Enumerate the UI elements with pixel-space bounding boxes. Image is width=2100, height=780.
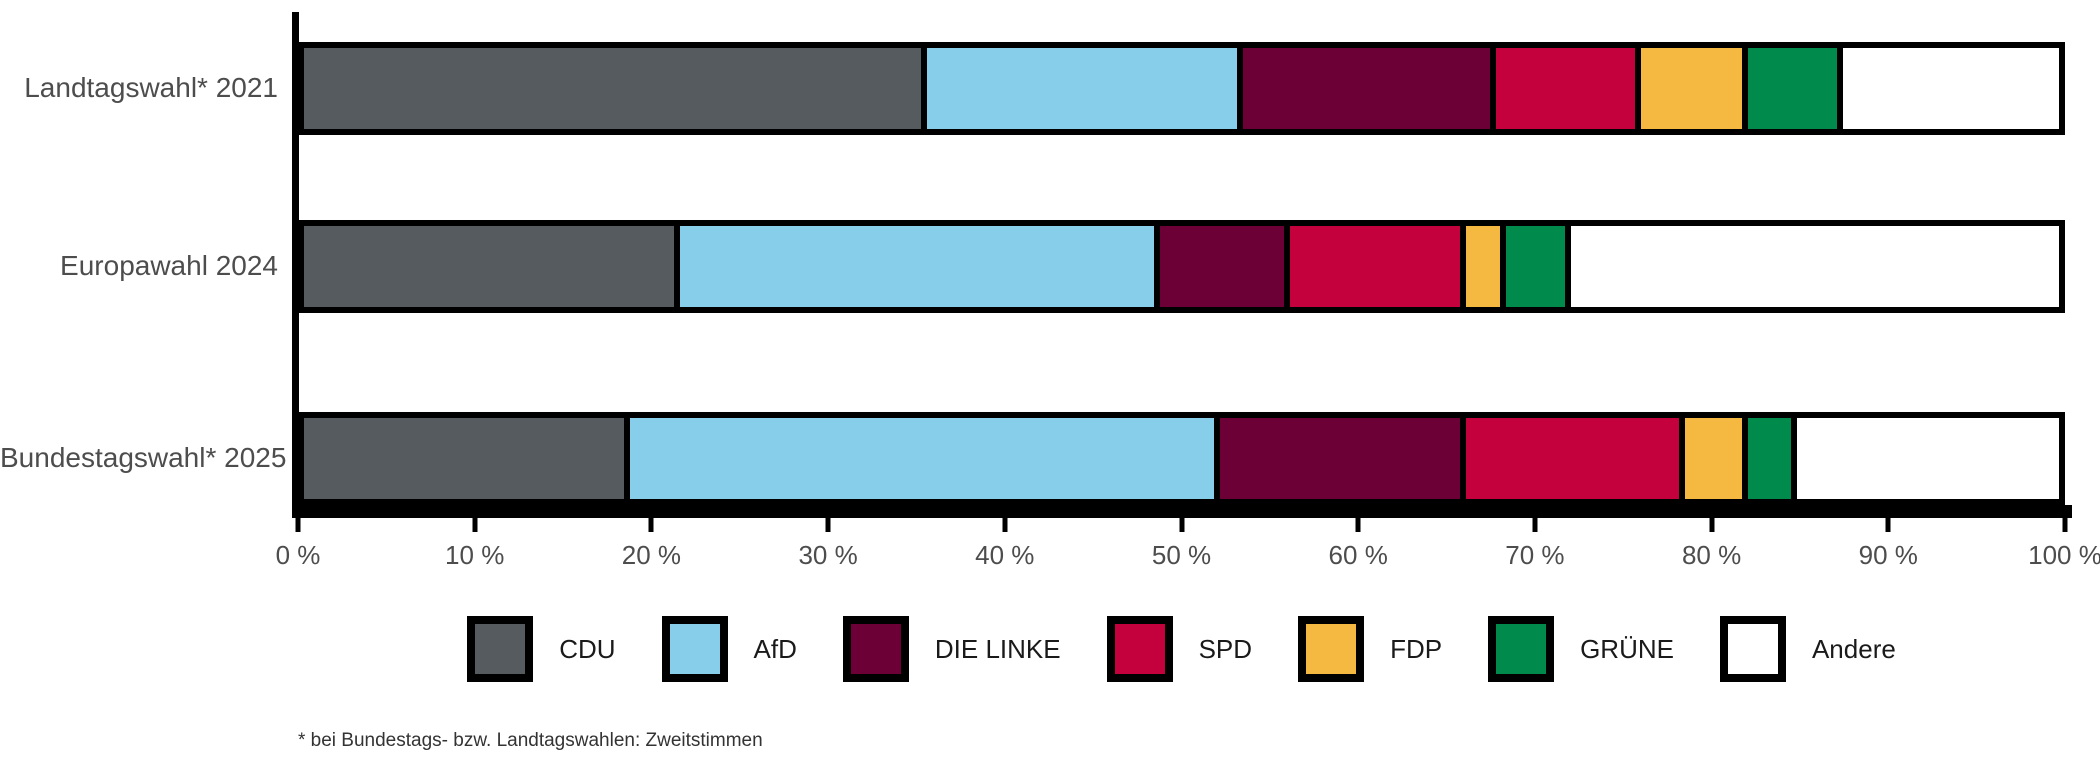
x-axis-line bbox=[292, 505, 2072, 518]
legend-swatch-grune bbox=[1488, 616, 1555, 682]
legend-item-die-linke: DIE LINKE bbox=[842, 616, 1061, 682]
category-label-europawahl-2024: Europawahl 2024 bbox=[60, 250, 278, 281]
legend-swatch-fdp bbox=[1298, 616, 1365, 682]
bar-segment-cdu bbox=[304, 418, 631, 499]
bar-segment-die-linke bbox=[1160, 226, 1291, 307]
bar-segment-grune bbox=[1506, 226, 1572, 307]
x-tick-label-100: 100 % bbox=[2028, 540, 2100, 570]
x-tick-label-20: 20 % bbox=[621, 540, 682, 570]
bar-segment-grune bbox=[1748, 418, 1798, 499]
bar-segment-grune bbox=[1748, 48, 1844, 129]
x-tick-10 bbox=[472, 518, 478, 532]
bar-segment-fdp bbox=[1641, 48, 1749, 129]
legend-label-grune: GRÜNE bbox=[1580, 633, 1674, 664]
x-tick-label-90: 90 % bbox=[1858, 540, 1918, 570]
bar-segment-fdp bbox=[1465, 226, 1507, 307]
legend-item-grune: GRÜNE bbox=[1488, 616, 1674, 682]
footnote: * bei Bundestags- bzw. Landtagswahlen: Z… bbox=[298, 730, 763, 751]
legend-item-fdp: FDP bbox=[1298, 616, 1442, 682]
legend-item-andere: Andere bbox=[1719, 616, 1896, 682]
x-tick-90 bbox=[1885, 518, 1891, 532]
bar-segment-afd bbox=[679, 226, 1161, 307]
legend-label-andere: Andere bbox=[1811, 633, 1896, 664]
legend-swatch-afd bbox=[661, 616, 728, 682]
legend-swatch-cdu bbox=[467, 616, 534, 682]
legend-swatch-spd bbox=[1106, 616, 1173, 682]
bar-segment-andere bbox=[1571, 226, 2059, 307]
bar-segment-andere bbox=[1843, 48, 2059, 129]
x-tick-80 bbox=[1709, 518, 1715, 532]
category-label-landtagswahl-2021: Landtagswahl* 2021 bbox=[24, 72, 278, 103]
bar-segment-fdp bbox=[1685, 418, 1749, 499]
legend-item-spd: SPD bbox=[1106, 616, 1253, 682]
x-tick-label-30: 30 % bbox=[798, 540, 858, 570]
x-tick-0 bbox=[295, 518, 301, 532]
category-label-bundestagswahl-2025: Bundestagswahl* 2025 bbox=[0, 442, 287, 473]
legend-label-afd: AfD bbox=[753, 633, 797, 664]
x-tick-label-40: 40 % bbox=[975, 540, 1035, 570]
x-tick-60 bbox=[1355, 518, 1361, 532]
legend-label-fdp: FDP bbox=[1390, 633, 1443, 664]
legend-swatch-die-linke bbox=[842, 616, 909, 682]
bar-row-landtagswahl-2021 bbox=[298, 42, 2065, 135]
x-tick-50 bbox=[1179, 518, 1184, 532]
bar-segment-cdu bbox=[304, 226, 680, 307]
bar-segment-andere bbox=[1797, 418, 2059, 499]
legend-item-cdu: CDU bbox=[467, 616, 616, 682]
bar-segment-afd bbox=[630, 418, 1221, 499]
legend-swatch-andere bbox=[1719, 616, 1786, 682]
x-tick-70 bbox=[1532, 518, 1538, 532]
legend-label-spd: SPD bbox=[1198, 633, 1253, 664]
x-tick-40 bbox=[1002, 518, 1008, 532]
bar-segment-spd bbox=[1465, 418, 1686, 499]
x-tick-label-60: 60 % bbox=[1328, 540, 1388, 570]
bar-row-europawahl-2024 bbox=[298, 220, 2065, 313]
legend-item-afd: AfD bbox=[661, 616, 797, 682]
x-tick-label-80: 80 % bbox=[1681, 540, 1742, 570]
x-tick-label-10: 10 % bbox=[445, 540, 505, 570]
bar-segment-cdu bbox=[304, 48, 928, 129]
bar-segment-afd bbox=[927, 48, 1243, 129]
x-tick-label-70: 70 % bbox=[1505, 540, 1565, 570]
x-tick-20 bbox=[648, 518, 654, 532]
x-tick-label-50: 50 % bbox=[1151, 540, 1212, 570]
legend-label-die-linke: DIE LINKE bbox=[934, 633, 1061, 664]
x-tick-30 bbox=[825, 518, 831, 532]
legend: CDU AfD DIE LINKE SPD FDP GRÜNE Andere bbox=[298, 616, 2065, 682]
x-tick-100 bbox=[2062, 518, 2068, 532]
bar-segment-die-linke bbox=[1220, 418, 1466, 499]
x-tick-label-0: 0 % bbox=[275, 540, 321, 570]
bar-segment-spd bbox=[1495, 48, 1642, 129]
bar-row-bundestagswahl-2025 bbox=[298, 412, 2065, 505]
bar-segment-spd bbox=[1290, 226, 1466, 307]
legend-label-cdu: CDU bbox=[559, 633, 616, 664]
bar-segment-die-linke bbox=[1242, 48, 1496, 129]
y-axis-line bbox=[292, 12, 299, 518]
